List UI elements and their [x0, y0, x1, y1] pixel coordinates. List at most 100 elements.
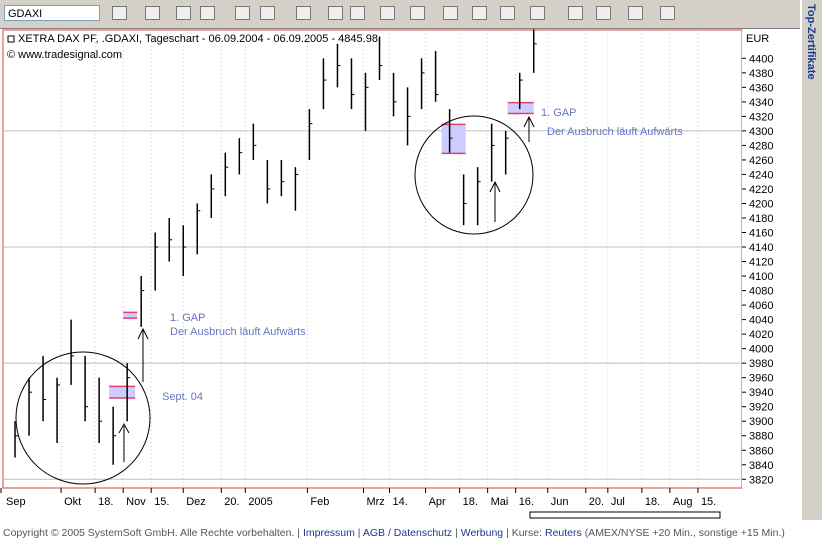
scrollbar[interactable]: [529, 511, 721, 519]
quotes-delay: (AMEX/NYSE +20 Min., sonstige +15 Min.): [584, 527, 785, 539]
tool-icon[interactable]: [568, 6, 583, 20]
tool-icon[interactable]: [380, 6, 395, 20]
tool-icon[interactable]: [235, 6, 250, 20]
annotation: Sept. 04: [162, 391, 203, 403]
tool-icon[interactable]: [628, 6, 643, 20]
x-tick-label: 14.: [393, 496, 408, 508]
annotation: 1. GAP: [170, 312, 205, 324]
y-tick-label: 4400: [749, 53, 773, 65]
arrow: [137, 327, 149, 382]
x-tick-label: Okt: [64, 496, 81, 508]
y-tick-label: 3920: [749, 402, 773, 414]
annotation: Der Ausbruch läuft Aufwärts: [170, 326, 306, 338]
tool-icon[interactable]: [660, 6, 675, 20]
y-tick-label: 3880: [749, 431, 773, 443]
x-tick-label: Jul: [611, 496, 625, 508]
x-tick-label: 15.: [154, 496, 169, 508]
tool-icon[interactable]: [296, 6, 311, 20]
tool-icon[interactable]: [596, 6, 611, 20]
y-tick-label: 4120: [749, 257, 773, 269]
y-tick-label: 3960: [749, 373, 773, 385]
x-tick-label: 15.: [701, 496, 716, 508]
source: © www.tradesignal.com: [7, 49, 122, 61]
y-tick-label: 4140: [749, 242, 773, 254]
y-tick-label: 3840: [749, 460, 773, 472]
gap-box: [123, 312, 138, 319]
y-tick-label: 3860: [749, 445, 773, 457]
x-tick-label: 18.: [645, 496, 660, 508]
y-axis-area: [742, 30, 800, 488]
tool-icon[interactable]: [176, 6, 191, 20]
x-tick-label: 18.: [463, 496, 478, 508]
toolbar: GDAXI: [0, 0, 800, 29]
y-tick-label: 4200: [749, 198, 773, 210]
y-tick-label: 4180: [749, 213, 773, 225]
plot-frame: [2, 29, 743, 489]
copyright: Copyright © 2005 SystemSoft GmbH. Alle R…: [3, 527, 295, 539]
y-tick-label: 4000: [749, 344, 773, 356]
x-tick-label: Nov: [126, 496, 146, 508]
y-tick-label: 3820: [749, 474, 773, 486]
footer-link[interactable]: Impressum: [302, 527, 355, 539]
y-tick-label: 4020: [749, 329, 773, 341]
x-tick-label: 18.: [98, 496, 113, 508]
highlight-circle: [414, 115, 534, 235]
tool-icon[interactable]: [145, 6, 160, 20]
annotation: 1. GAP: [541, 107, 576, 119]
x-tick-label: 20.: [589, 496, 604, 508]
x-tick-label: 16.: [519, 496, 534, 508]
arrow: [118, 422, 130, 462]
tool-icon[interactable]: [500, 6, 515, 20]
tool-icon[interactable]: [200, 6, 215, 20]
y-tick-label: 4220: [749, 184, 773, 196]
tool-icon[interactable]: [443, 6, 458, 20]
x-tick-label: Mrz: [366, 496, 384, 508]
side-tab[interactable]: Top-Zertifikate: [801, 0, 822, 520]
gap-box: [507, 102, 534, 114]
tool-icon[interactable]: [112, 6, 127, 20]
arrow: [523, 115, 535, 142]
footer: Copyright © 2005 SystemSoft GmbH. Alle R…: [3, 527, 785, 539]
y-tick-label: 4040: [749, 315, 773, 327]
tool-icon[interactable]: [472, 6, 487, 20]
quotes-source[interactable]: Reuters: [545, 527, 582, 539]
y-tick-label: 4240: [749, 169, 773, 181]
symbol-select[interactable]: GDAXI: [4, 5, 100, 21]
chart-title: XETRA DAX PF, .GDAXI, Tageschart - 06.09…: [18, 33, 378, 45]
y-tick-label: 3900: [749, 416, 773, 428]
y-tick-label: 4300: [749, 126, 773, 138]
y-tick-label: 4320: [749, 111, 773, 123]
tool-icon[interactable]: [328, 6, 343, 20]
chart: XETRA DAX PF, .GDAXI, Tageschart - 06.09…: [0, 29, 800, 519]
y-tick-label: 4080: [749, 286, 773, 298]
x-tick-label: Mai: [491, 496, 509, 508]
footer-link[interactable]: Werbung: [460, 527, 504, 539]
x-tick-label: 2005: [248, 496, 272, 508]
x-tick-label: Aug: [673, 496, 693, 508]
tool-icon[interactable]: [350, 6, 365, 20]
y-tick-label: 4340: [749, 97, 773, 109]
x-tick-label: 20.: [224, 496, 239, 508]
x-tick-label: Jun: [551, 496, 569, 508]
footer-link[interactable]: AGB / Datenschutz: [362, 527, 453, 539]
y-tick-label: 4260: [749, 155, 773, 167]
y-tick-label: 4060: [749, 300, 773, 312]
x-tick-label: Apr: [429, 496, 446, 508]
gap-box: [109, 386, 136, 398]
x-tick-label: Dez: [186, 496, 206, 508]
gap-box: [441, 124, 466, 154]
tool-icon[interactable]: [260, 6, 275, 20]
highlight-circle: [15, 351, 151, 485]
y-tick-label: 4160: [749, 228, 773, 240]
y-tick-label: 3940: [749, 387, 773, 399]
quotes-label: Kurse:: [511, 527, 543, 539]
y-tick-label: 4280: [749, 140, 773, 152]
annotation: Der Ausbruch läuft Aufwärts: [547, 126, 683, 138]
y-tick-label: 4380: [749, 68, 773, 80]
x-tick-label: Feb: [310, 496, 329, 508]
y-tick-label: 3980: [749, 358, 773, 370]
tool-icon[interactable]: [410, 6, 425, 20]
tool-icon[interactable]: [530, 6, 545, 20]
title-icon: [7, 35, 15, 43]
